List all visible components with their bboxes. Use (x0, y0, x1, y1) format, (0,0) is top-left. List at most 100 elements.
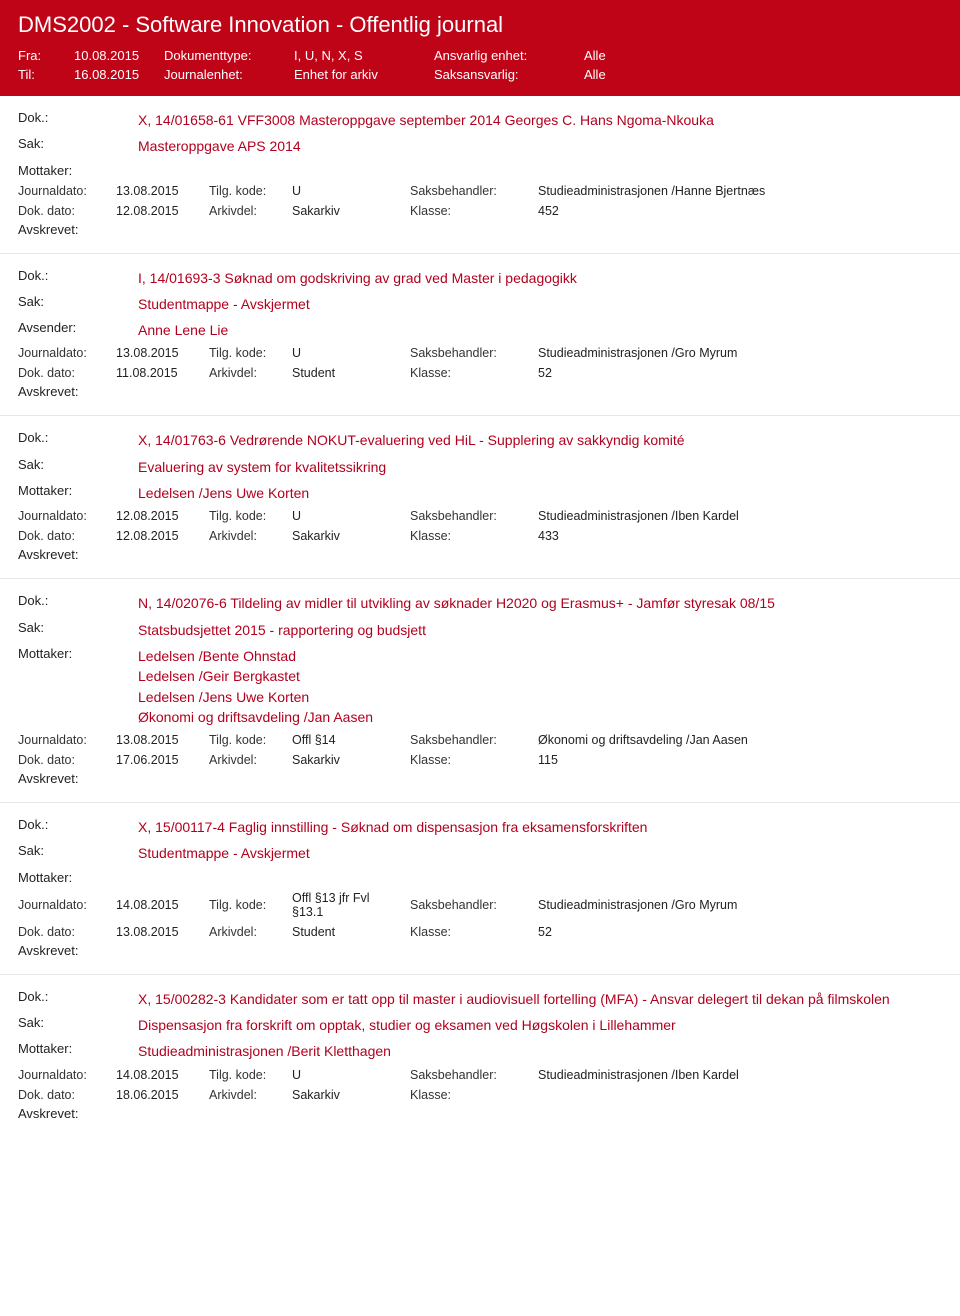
party-label: Mottaker: (18, 1041, 128, 1056)
party-value: Ledelsen /Geir Bergkastet (138, 666, 942, 686)
journaldato-label: Journaldato: (18, 898, 108, 912)
avskrevet-label: Avskrevet: (18, 222, 942, 237)
report-title: DMS2002 - Software Innovation - Offentli… (18, 12, 942, 38)
arkivdel-value: Sakarkiv (292, 753, 402, 767)
journaldato-label: Journaldato: (18, 509, 108, 523)
meta-row-1: Journaldato:14.08.2015Tilg. kode:USaksbe… (18, 1068, 942, 1082)
klasse-label: Klasse: (410, 1088, 530, 1102)
tilgkode-label: Tilg. kode: (209, 1068, 284, 1082)
journaldato-value: 14.08.2015 (116, 1068, 201, 1082)
report-header: DMS2002 - Software Innovation - Offentli… (0, 0, 960, 96)
sak-value: Masteroppgave APS 2014 (138, 136, 942, 156)
journaldato-label: Journaldato: (18, 733, 108, 747)
fra-value: 10.08.2015 (74, 48, 164, 63)
sak-value: Studentmappe - Avskjermet (138, 294, 942, 314)
klasse-value: 433 (538, 529, 942, 543)
sak-label: Sak: (18, 136, 128, 151)
saksansvarlig-label: Saksansvarlig: (434, 67, 584, 82)
dokdato-value: 13.08.2015 (116, 925, 201, 939)
dokdato-value: 18.06.2015 (116, 1088, 201, 1102)
journaldato-value: 14.08.2015 (116, 898, 201, 912)
party-value: Anne Lene Lie (138, 320, 942, 340)
klasse-label: Klasse: (410, 366, 530, 380)
dokumenttype-label: Dokumenttype: (164, 48, 294, 63)
dok-value: I, 14/01693-3 Søknad om godskriving av g… (138, 268, 942, 288)
meta-row-1: Journaldato:13.08.2015Tilg. kode:Offl §1… (18, 733, 942, 747)
saksbehandler-label: Saksbehandler: (410, 898, 530, 912)
journaldato-label: Journaldato: (18, 184, 108, 198)
dokdato-label: Dok. dato: (18, 366, 108, 380)
sak-label: Sak: (18, 620, 128, 635)
dokdato-label: Dok. dato: (18, 925, 108, 939)
party-label: Mottaker: (18, 163, 128, 178)
meta-row-2: Dok. dato:12.08.2015Arkivdel:SakarkivKla… (18, 204, 942, 218)
avskrevet-label: Avskrevet: (18, 384, 942, 399)
klasse-value: 52 (538, 925, 942, 939)
sak-value: Studentmappe - Avskjermet (138, 843, 942, 863)
dok-value: N, 14/02076-6 Tildeling av midler til ut… (138, 593, 942, 613)
party-label: Mottaker: (18, 483, 128, 498)
party-value: Studieadministrasjonen /Berit Kletthagen (138, 1041, 942, 1061)
dok-value: X, 15/00117-4 Faglig innstilling - Søkna… (138, 817, 942, 837)
tilgkode-value: U (292, 346, 402, 360)
saksansvarlig-value: Alle (584, 67, 674, 82)
avskrevet-label: Avskrevet: (18, 1106, 942, 1121)
meta-row-2: Dok. dato: 18.06.2015 Arkivdel: Sakarkiv Kla… (18, 1088, 942, 1102)
ansvarlig-label: Ansvarlig enhet: (434, 48, 584, 63)
party-values: Anne Lene Lie (138, 320, 942, 340)
meta-row-2: Dok. dato:13.08.2015Arkivdel:StudentKlas… (18, 925, 942, 939)
party-label: Avsender: (18, 320, 128, 335)
journal-entry: Dok.:I, 14/01693-3 Søknad om godskriving… (0, 254, 960, 417)
sak-value: Statsbudsjettet 2015 - rapportering og b… (138, 620, 942, 640)
til-value: 16.08.2015 (74, 67, 164, 82)
arkivdel-label: Arkivdel: (209, 1088, 284, 1102)
meta-row-2: Dok. dato:11.08.2015Arkivdel:StudentKlas… (18, 366, 942, 380)
party-value: Ledelsen /Bente Ohnstad (138, 646, 942, 666)
arkivdel-value: Student (292, 366, 402, 380)
journaldato-value: 13.08.2015 (116, 184, 201, 198)
saksbehandler-label: Saksbehandler: (410, 509, 530, 523)
journaldato-label: Journaldato: (18, 1068, 108, 1082)
party-label: Mottaker: (18, 870, 128, 885)
party-value: Økonomi og driftsavdeling /Jan Aasen (138, 707, 942, 727)
dokdato-label: Dok. dato: (18, 204, 108, 218)
journalenhet-label: Journalenhet: (164, 67, 294, 82)
journal-entry: Dok.: N, 14/02076-6 Tildeling av midler t… (0, 579, 960, 803)
arkivdel-label: Arkivdel: (209, 366, 284, 380)
fra-label: Fra: (18, 48, 74, 63)
entries-container: Dok.:X, 14/01658-61 VFF3008 Masteroppgav… (0, 96, 960, 1147)
party-values: Ledelsen /Bente OhnstadLedelsen /Geir Be… (138, 646, 942, 727)
saksbehandler-label: Saksbehandler: (410, 346, 530, 360)
dokumenttype-value: I, U, N, X, S (294, 48, 434, 63)
tilgkode-label: Tilg. kode: (209, 509, 284, 523)
saksbehandler-value: Studieadministrasjonen /Iben Kardel (538, 1068, 942, 1082)
tilgkode-label: Tilg. kode: (209, 733, 284, 747)
sak-label: Sak: (18, 457, 128, 472)
journal-entry: Dok.:X, 15/00282-3 Kandidater som er tat… (0, 975, 960, 1137)
dok-value: X, 15/00282-3 Kandidater som er tatt opp… (138, 989, 942, 1009)
meta-row-2: Dok. dato:12.08.2015Arkivdel:SakarkivKla… (18, 529, 942, 543)
dok-label: Dok.: (18, 430, 128, 445)
dok-label: Dok.: (18, 593, 128, 608)
journaldato-value: 12.08.2015 (116, 509, 201, 523)
dokdato-value: 17.06.2015 (116, 753, 201, 767)
arkivdel-label: Arkivdel: (209, 529, 284, 543)
party-values: Ledelsen /Jens Uwe Korten (138, 483, 942, 503)
meta-row-2: Dok. dato:17.06.2015Arkivdel:SakarkivKla… (18, 753, 942, 767)
avskrevet-label: Avskrevet: (18, 547, 942, 562)
sak-label: Sak: (18, 294, 128, 309)
party-value: Ledelsen /Jens Uwe Korten (138, 483, 942, 503)
party-values: Studieadministrasjonen /Berit Kletthagen (138, 1041, 942, 1061)
tilgkode-value: Offl §13 jfr Fvl §13.1 (292, 891, 402, 919)
saksbehandler-value: Studieadministrasjonen /Gro Myrum (538, 346, 942, 360)
dok-label: Dok.: (18, 817, 128, 832)
klasse-label: Klasse: (410, 925, 530, 939)
meta-row-1: Journaldato:13.08.2015Tilg. kode:USaksbe… (18, 346, 942, 360)
dokdato-label: Dok. dato: (18, 1088, 108, 1102)
arkivdel-value: Student (292, 925, 402, 939)
dok-value: X, 14/01763-6 Vedrørende NOKUT-evaluerin… (138, 430, 942, 450)
saksbehandler-value: Økonomi og driftsavdeling /Jan Aasen (538, 733, 942, 747)
arkivdel-value: Sakarkiv (292, 1088, 402, 1102)
til-label: Til: (18, 67, 74, 82)
dok-label: Dok.: (18, 110, 128, 125)
